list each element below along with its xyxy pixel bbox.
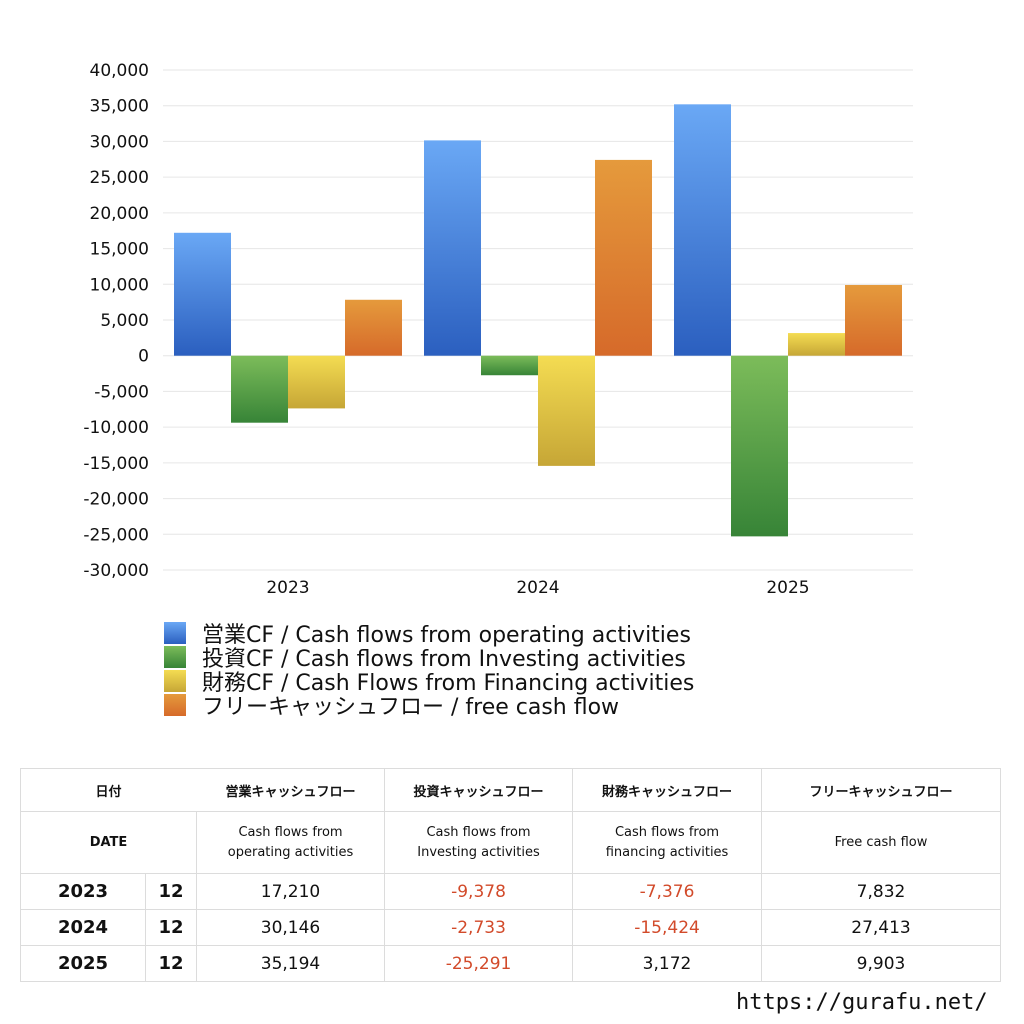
table-row: 2023 12 17,210 -9,378 -7,376 7,832 [20, 873, 1002, 910]
bar-2023-series-3 [288, 355, 345, 409]
y-tick-label: 10,000 [90, 275, 149, 295]
bar-2023-series-2 [231, 355, 288, 423]
header-free-jp: フリーキャッシュフロー [761, 768, 1002, 812]
y-tick-label: -25,000 [83, 525, 149, 545]
bar-2025-series-3 [788, 333, 845, 356]
x-axis-categories: 2023 2024 2025 [266, 578, 809, 598]
x-category-label: 2023 [266, 578, 309, 598]
y-tick-label: 40,000 [90, 61, 149, 81]
bar-2024-series-1 [424, 140, 481, 356]
header-financing-en: Cash flows from financing activities [572, 811, 763, 874]
y-tick-label: -10,000 [83, 418, 149, 438]
cell-financing: -15,424 [572, 909, 763, 946]
y-tick-label: -5,000 [94, 382, 149, 402]
cell-year: 2024 [20, 909, 146, 946]
x-category-label: 2025 [766, 578, 809, 598]
y-tick-label: -30,000 [83, 561, 149, 581]
x-category-label: 2024 [516, 578, 559, 598]
legend-item: フリーキャッシュフロー / free cash flow [164, 693, 694, 720]
grid-lines [163, 69, 913, 571]
header-financing-jp: 財務キャッシュフロー [572, 768, 763, 812]
cell-free: 27,413 [761, 909, 1002, 946]
cell-financing: 3,172 [572, 945, 763, 982]
header-operating-en-line1: Cash flows from [238, 824, 343, 840]
y-tick-label: 0 [138, 347, 149, 367]
legend-label: 財務CF / Cash Flows from Financing activit… [202, 671, 695, 696]
y-tick-label: 25,000 [90, 168, 149, 188]
header-operating-jp: 営業キャッシュフロー [196, 768, 386, 812]
bar-2023-series-1 [174, 232, 231, 356]
table-header-en: DATE Cash flows from operating activities… [19, 811, 1002, 874]
legend-swatch [164, 694, 186, 716]
y-tick-label: 30,000 [90, 132, 149, 152]
cell-year: 2023 [20, 873, 146, 910]
legend-swatch [164, 670, 186, 692]
header-date-en: DATE [19, 811, 198, 874]
cell-investing: -2,733 [384, 909, 574, 946]
table-row: 2025 12 35,194 -25,291 3,172 9,903 [20, 945, 1002, 982]
y-axis-ticks: 40,000 35,000 30,000 25,000 20,000 15,000 10,0… [83, 61, 149, 581]
cash-flow-table: 日付 営業キャッシュフロー 投資キャッシュフロー 財務キャッシュフロー フリーキ… [19, 768, 1002, 982]
header-financing-en-line1: Cash flows from [614, 824, 720, 840]
bar-2025-series-4 [845, 284, 902, 356]
y-tick-label: 20,000 [90, 204, 149, 224]
bar-2025-series-2 [731, 355, 788, 537]
cell-investing: -9,378 [384, 873, 574, 910]
legend: 営業CF / Cash flows from operating activit… [164, 621, 694, 720]
legend-swatch [164, 646, 186, 668]
cell-free: 9,903 [761, 945, 1002, 982]
header-investing-en-line1: Cash flows from [426, 824, 531, 840]
cell-month: 12 [144, 873, 198, 910]
legend-label: フリーキャッシュフロー / free cash flow [202, 695, 620, 720]
cell-operating: 35,194 [196, 945, 386, 982]
y-tick-label: 5,000 [100, 311, 149, 331]
header-financing-en-line2: financing activities [605, 844, 729, 860]
bar-2024-series-4 [595, 159, 652, 356]
header-investing-en: Cash flows from Investing activities [384, 811, 574, 874]
bars [174, 104, 902, 537]
bar-2025-series-1 [674, 104, 731, 356]
cell-investing: -25,291 [384, 945, 574, 982]
header-operating-en-line2: operating activities [227, 844, 354, 860]
header-free-en: Free cash flow [761, 811, 1002, 874]
bar-2024-series-3 [538, 355, 595, 466]
table-header-jp: 日付 営業キャッシュフロー 投資キャッシュフロー 財務キャッシュフロー フリーキ… [19, 768, 1002, 812]
legend-label: 投資CF / Cash flows from Investing activit… [202, 647, 686, 672]
cell-financing: -7,376 [572, 873, 763, 910]
legend-item: 財務CF / Cash Flows from Financing activit… [164, 669, 694, 696]
header-operating-en: Cash flows from operating activities [196, 811, 386, 874]
cell-month: 12 [144, 909, 198, 946]
header-date-jp: 日付 [19, 768, 197, 812]
y-tick-label: 15,000 [90, 240, 149, 260]
cell-free: 7,832 [761, 873, 1002, 910]
cell-month: 12 [144, 945, 198, 982]
bar-2023-series-4 [345, 299, 402, 356]
header-investing-en-line2: Investing activities [417, 844, 540, 860]
header-investing-jp: 投資キャッシュフロー [384, 768, 574, 812]
cell-operating: 30,146 [196, 909, 386, 946]
legend-item: 営業CF / Cash flows from operating activit… [164, 621, 694, 648]
bar-2024-series-2 [481, 355, 538, 376]
legend-swatch [164, 622, 186, 644]
legend-label: 営業CF / Cash flows from operating activit… [202, 623, 691, 648]
y-tick-label: -20,000 [83, 490, 149, 510]
cell-operating: 17,210 [196, 873, 386, 910]
source-url[interactable]: https://gurafu.net/ [736, 990, 988, 1015]
y-tick-label: 35,000 [90, 97, 149, 117]
table-row: 2024 12 30,146 -2,733 -15,424 27,413 [20, 909, 1002, 946]
cash-flow-chart: 40,000 35,000 30,000 25,000 20,000 15,000 10,0… [83, 61, 913, 598]
cell-year: 2025 [20, 945, 146, 982]
legend-item: 投資CF / Cash flows from Investing activit… [164, 645, 694, 672]
y-tick-label: -15,000 [83, 454, 149, 474]
